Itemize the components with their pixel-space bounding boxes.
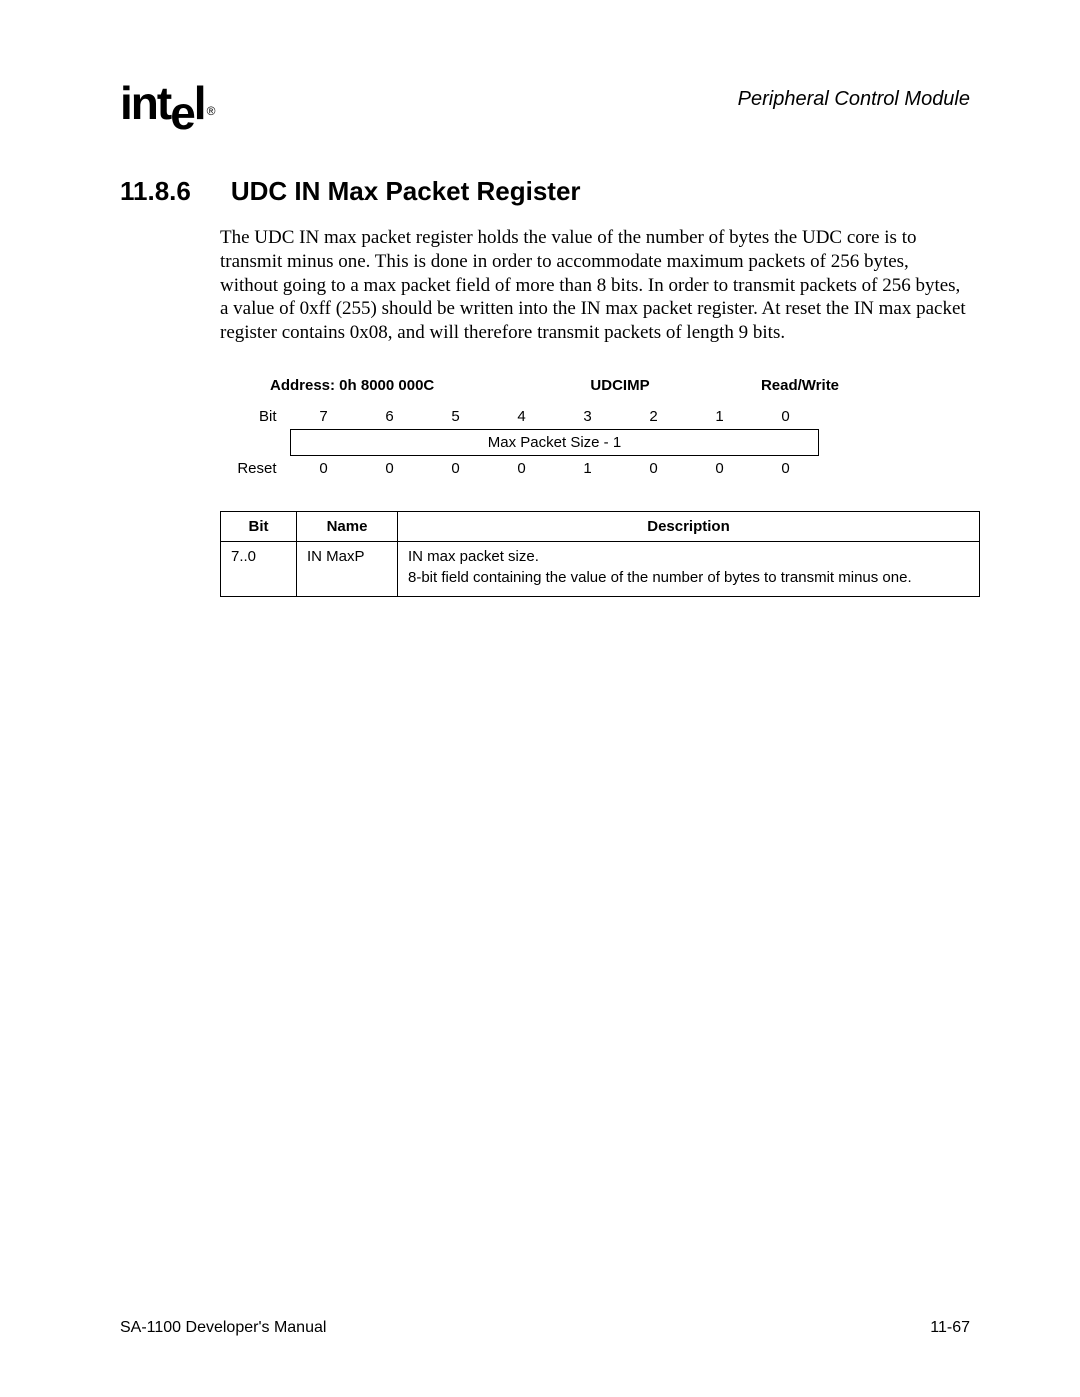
page-footer: SA-1100 Developer's Manual 11-67: [120, 1319, 970, 1337]
registered-icon: ®: [207, 104, 214, 118]
register-header-row: Address: 0h 8000 000C UDCIMP Read/Write: [220, 377, 970, 394]
bit-index: 0: [753, 404, 819, 430]
logo-part2: l: [194, 77, 205, 129]
bit-field-row: Max Packet Size - 1: [220, 429, 819, 455]
bit-index: 6: [357, 404, 423, 430]
col-name: Name: [297, 511, 398, 541]
bit-index: 2: [621, 404, 687, 430]
desc-line: IN max packet size.: [408, 548, 969, 565]
bit-field-name: Max Packet Size - 1: [291, 429, 819, 455]
col-desc: Description: [398, 511, 980, 541]
register-layout: Address: 0h 8000 000C UDCIMP Read/Write …: [220, 377, 970, 481]
bit-index-row: Bit 7 6 5 4 3 2 1 0: [220, 404, 819, 430]
bit-index: 5: [423, 404, 489, 430]
section-number: 11.8.6: [120, 176, 191, 207]
reset-value: 1: [555, 455, 621, 481]
reset-value: 0: [687, 455, 753, 481]
register-access: Read/Write: [710, 377, 890, 394]
col-bit: Bit: [221, 511, 297, 541]
footer-right: 11-67: [930, 1319, 970, 1337]
reset-value: 0: [489, 455, 555, 481]
reset-value: 0: [753, 455, 819, 481]
bit-index: 4: [489, 404, 555, 430]
reset-value: 0: [423, 455, 489, 481]
field-row-label: [220, 429, 291, 455]
reset-value: 0: [357, 455, 423, 481]
description-table: Bit Name Description 7..0 IN MaxP IN max…: [220, 511, 980, 597]
register-mnemonic: UDCIMP: [530, 377, 710, 394]
logo-drop-e: e: [170, 90, 194, 136]
section-title: UDC IN Max Packet Register: [231, 176, 581, 207]
reset-row-label: Reset: [220, 455, 291, 481]
reset-value: 0: [291, 455, 357, 481]
cell-bit: 7..0: [221, 541, 297, 596]
desc-line: 8-bit field containing the value of the …: [408, 569, 969, 586]
page-header: intel® Peripheral Control Module: [120, 80, 970, 126]
bit-index: 7: [291, 404, 357, 430]
table-row: 7..0 IN MaxP IN max packet size. 8-bit f…: [221, 541, 980, 596]
intel-logo: intel®: [120, 80, 211, 126]
register-address: Address: 0h 8000 000C: [220, 377, 530, 394]
logo-part1: int: [120, 77, 170, 129]
chapter-title: Peripheral Control Module: [738, 88, 970, 111]
reset-row: Reset 0 0 0 0 1 0 0 0: [220, 455, 819, 481]
reset-value: 0: [621, 455, 687, 481]
bit-index-table: Bit 7 6 5 4 3 2 1 0 Max Packet Size - 1 …: [220, 404, 819, 481]
table-header-row: Bit Name Description: [221, 511, 980, 541]
section-heading: 11.8.6 UDC IN Max Packet Register: [120, 176, 970, 207]
page: intel® Peripheral Control Module 11.8.6 …: [0, 0, 1080, 1397]
bit-index: 3: [555, 404, 621, 430]
cell-name: IN MaxP: [297, 541, 398, 596]
section-paragraph: The UDC IN max packet register holds the…: [220, 226, 970, 345]
bit-index: 1: [687, 404, 753, 430]
cell-desc: IN max packet size. 8-bit field containi…: [398, 541, 980, 596]
footer-left: SA-1100 Developer's Manual: [120, 1319, 326, 1337]
bit-row-label: Bit: [220, 404, 291, 430]
